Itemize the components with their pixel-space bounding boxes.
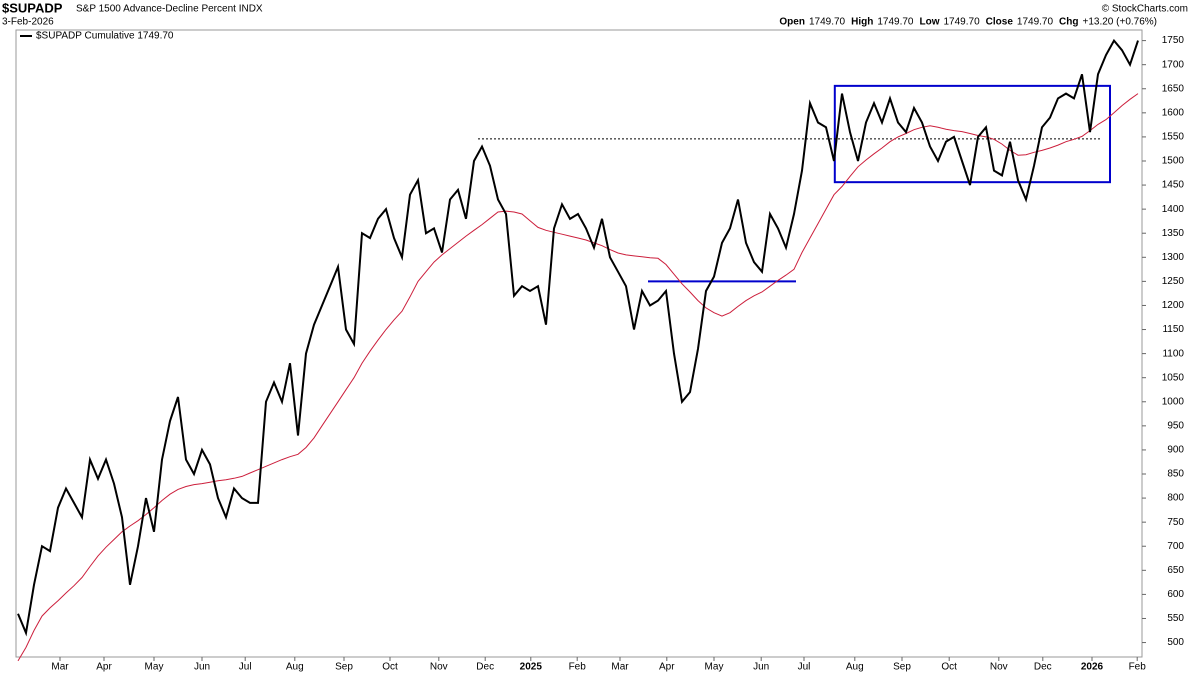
x-tick-label: Apr bbox=[659, 662, 675, 673]
y-tick-label: 1650 bbox=[1162, 83, 1185, 94]
x-tick-label: May bbox=[145, 662, 164, 673]
quote-value: +13.20 (+0.76%) bbox=[1083, 17, 1158, 28]
y-tick-label: 650 bbox=[1167, 565, 1184, 576]
y-tick-label: 1700 bbox=[1162, 59, 1185, 70]
y-tick-label: 1250 bbox=[1162, 276, 1185, 287]
y-tick-label: 900 bbox=[1167, 445, 1184, 456]
x-tick-label: Jun bbox=[753, 662, 769, 673]
x-tick-label: 2026 bbox=[1081, 662, 1104, 673]
x-tick-label: Nov bbox=[990, 662, 1008, 673]
y-tick-label: 1550 bbox=[1162, 132, 1185, 143]
description: S&P 1500 Advance-Decline Percent INDX bbox=[76, 4, 263, 15]
series-line bbox=[17, 38, 1139, 637]
x-tick-label: Feb bbox=[569, 662, 587, 673]
y-tick-label: 800 bbox=[1167, 493, 1184, 504]
y-tick-label: 550 bbox=[1167, 613, 1184, 624]
y-tick-label: 1350 bbox=[1162, 228, 1185, 239]
x-tick-label: May bbox=[705, 662, 724, 673]
x-tick-label: Dec bbox=[1034, 662, 1052, 673]
plot-frame bbox=[15, 29, 1143, 658]
quote-value: 1749.70 bbox=[877, 17, 914, 28]
y-tick-label: 1300 bbox=[1162, 252, 1185, 263]
quote-label: Close bbox=[986, 17, 1014, 28]
y-tick-label: 1500 bbox=[1162, 156, 1185, 167]
x-tick-label: Oct bbox=[941, 662, 957, 673]
x-tick-label: Apr bbox=[96, 662, 112, 673]
y-tick-label: 1450 bbox=[1162, 180, 1185, 191]
x-tick-label: Feb bbox=[1129, 662, 1147, 673]
quote-value: 1749.70 bbox=[1017, 17, 1054, 28]
x-tick-label: Dec bbox=[476, 662, 494, 673]
y-tick-label: 850 bbox=[1167, 469, 1184, 480]
x-tick-label: Nov bbox=[430, 662, 448, 673]
y-tick-label: 1400 bbox=[1162, 204, 1185, 215]
y-tick-label: 1200 bbox=[1162, 300, 1185, 311]
x-tick-label: Sep bbox=[893, 662, 911, 673]
x-tick-label: Jun bbox=[194, 662, 210, 673]
x-tick-label: Jul bbox=[798, 662, 811, 673]
quote: +13.20 (+0.76%)Chg1749.70Close1749.70Low… bbox=[779, 17, 1157, 28]
y-tick-label: 1750 bbox=[1162, 35, 1185, 46]
quote-value: 1749.70 bbox=[809, 17, 846, 28]
date: 3-Feb-2026 bbox=[2, 17, 54, 28]
quote-label: Low bbox=[920, 17, 940, 28]
y-tick-label: 700 bbox=[1167, 541, 1184, 552]
x-tick-label: Mar bbox=[51, 662, 69, 673]
y-tick-label: 1600 bbox=[1162, 107, 1185, 118]
y-tick-label: 1100 bbox=[1162, 348, 1184, 359]
x-tick-label: Oct bbox=[382, 662, 398, 673]
y-tick-label: 1050 bbox=[1162, 372, 1185, 383]
x-tick-label: Aug bbox=[286, 662, 304, 673]
annotation-box bbox=[833, 84, 1111, 184]
y-tick-label: 1000 bbox=[1162, 396, 1185, 407]
y-tick-label: 950 bbox=[1167, 420, 1184, 431]
x-tick-label: 2025 bbox=[520, 662, 543, 673]
symbol: $SUPADP bbox=[2, 0, 63, 15]
quote-label: Open bbox=[779, 17, 805, 28]
x-tick-label: Mar bbox=[611, 662, 629, 673]
quote-label: High bbox=[851, 17, 873, 28]
y-tick-label: 600 bbox=[1167, 589, 1184, 600]
x-tick-label: Jul bbox=[239, 662, 252, 673]
quote-value: 1749.70 bbox=[944, 17, 981, 28]
credit: © StockCharts.com bbox=[1102, 4, 1188, 15]
x-tick-label: Sep bbox=[335, 662, 353, 673]
series-line bbox=[17, 93, 1139, 662]
y-tick-label: 500 bbox=[1167, 637, 1184, 648]
quote-label: Chg bbox=[1059, 17, 1078, 28]
y-tick-label: 750 bbox=[1167, 517, 1184, 528]
legend-label: $SUPADP Cumulative 1749.70 bbox=[36, 31, 174, 42]
y-tick-label: 1150 bbox=[1162, 324, 1184, 335]
x-tick-label: Aug bbox=[846, 662, 864, 673]
